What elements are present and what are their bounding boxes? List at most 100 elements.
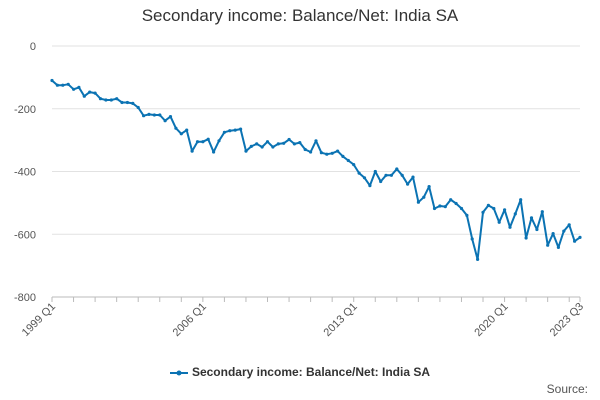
data-point[interactable] [562, 229, 566, 233]
data-point[interactable] [115, 97, 119, 101]
data-point[interactable] [217, 139, 221, 143]
data-point[interactable] [578, 235, 582, 239]
data-point[interactable] [556, 245, 561, 249]
data-point[interactable] [503, 208, 507, 212]
data-point[interactable] [443, 205, 447, 209]
data-point[interactable] [152, 113, 156, 117]
data-point[interactable] [282, 141, 286, 145]
data-point[interactable] [508, 225, 512, 229]
legend[interactable]: Secondary income: Balance/Net: India SA [0, 365, 600, 379]
data-point[interactable] [168, 115, 173, 119]
data-point[interactable] [125, 100, 129, 105]
data-point[interactable] [147, 112, 151, 116]
data-point[interactable] [233, 128, 237, 132]
data-point[interactable] [384, 173, 388, 177]
data-point[interactable] [163, 119, 167, 123]
data-point[interactable] [368, 184, 372, 188]
data-point[interactable] [389, 173, 393, 177]
data-point[interactable] [427, 185, 431, 189]
data-point[interactable] [325, 152, 329, 156]
data-point[interactable] [416, 200, 420, 204]
data-point[interactable] [201, 140, 205, 144]
data-point[interactable] [352, 163, 356, 167]
data-point[interactable] [373, 169, 377, 174]
data-point[interactable] [459, 206, 464, 211]
data-point[interactable] [260, 145, 264, 149]
data-point[interactable] [72, 87, 76, 91]
data-point[interactable] [362, 176, 367, 180]
data-point[interactable] [206, 137, 210, 141]
data-point[interactable] [131, 101, 135, 105]
data-point[interactable] [61, 83, 65, 87]
data-point[interactable] [449, 198, 453, 202]
data-point[interactable] [379, 179, 383, 184]
data-point[interactable] [93, 91, 97, 95]
data-point[interactable] [136, 105, 140, 110]
data-point[interactable] [406, 182, 410, 186]
data-point[interactable] [492, 206, 496, 211]
data-point[interactable] [341, 154, 345, 158]
data-point[interactable] [120, 100, 124, 105]
data-point[interactable] [519, 198, 523, 202]
data-point[interactable] [486, 203, 490, 207]
data-point[interactable] [244, 149, 248, 153]
data-point[interactable] [109, 98, 113, 102]
data-point[interactable] [174, 126, 178, 130]
data-point[interactable] [249, 144, 253, 148]
data-point[interactable] [411, 175, 415, 179]
data-point[interactable] [104, 98, 108, 102]
data-point[interactable] [179, 132, 183, 136]
data-point[interactable] [546, 243, 550, 247]
data-point[interactable] [395, 167, 399, 171]
data-point[interactable] [524, 236, 528, 240]
data-point[interactable] [298, 141, 302, 145]
data-point[interactable] [481, 210, 485, 214]
data-point[interactable] [470, 237, 474, 241]
data-point[interactable] [50, 78, 54, 83]
data-point[interactable] [287, 137, 291, 142]
data-point[interactable] [540, 210, 544, 214]
data-point[interactable] [98, 97, 103, 101]
data-point[interactable] [228, 129, 232, 133]
data-point[interactable] [309, 150, 313, 154]
data-point[interactable] [432, 206, 437, 211]
data-point[interactable] [195, 140, 200, 144]
data-point[interactable] [319, 151, 323, 155]
data-point[interactable] [77, 85, 81, 89]
data-point[interactable] [82, 94, 86, 98]
data-point[interactable] [185, 128, 189, 132]
data-point[interactable] [535, 227, 539, 232]
data-point[interactable] [303, 147, 307, 152]
data-point[interactable] [465, 213, 469, 217]
data-point[interactable] [529, 216, 534, 220]
data-point[interactable] [567, 223, 571, 227]
data-point[interactable] [66, 82, 70, 86]
data-point[interactable] [438, 204, 442, 208]
data-point[interactable] [314, 139, 318, 143]
data-point[interactable] [497, 220, 501, 224]
data-point[interactable] [158, 113, 162, 117]
data-point[interactable] [190, 149, 194, 153]
data-point[interactable] [222, 130, 226, 134]
data-point[interactable] [55, 83, 60, 87]
data-point[interactable] [142, 114, 146, 118]
data-point[interactable] [513, 212, 517, 216]
data-point[interactable] [336, 149, 340, 153]
data-point[interactable] [400, 173, 404, 177]
data-point[interactable] [573, 239, 577, 243]
data-point[interactable] [346, 158, 350, 163]
data-point[interactable] [265, 140, 270, 144]
data-point[interactable] [255, 142, 259, 146]
data-point[interactable] [239, 127, 243, 131]
data-point[interactable] [88, 90, 92, 94]
data-point[interactable] [357, 171, 361, 175]
data-point[interactable] [422, 195, 426, 199]
data-point[interactable] [551, 232, 555, 236]
data-point[interactable] [212, 150, 216, 154]
data-point[interactable] [476, 257, 480, 261]
data-point[interactable] [330, 151, 334, 155]
data-point[interactable] [454, 201, 458, 206]
data-point[interactable] [292, 142, 296, 146]
data-point[interactable] [271, 145, 275, 149]
data-point[interactable] [276, 142, 280, 146]
